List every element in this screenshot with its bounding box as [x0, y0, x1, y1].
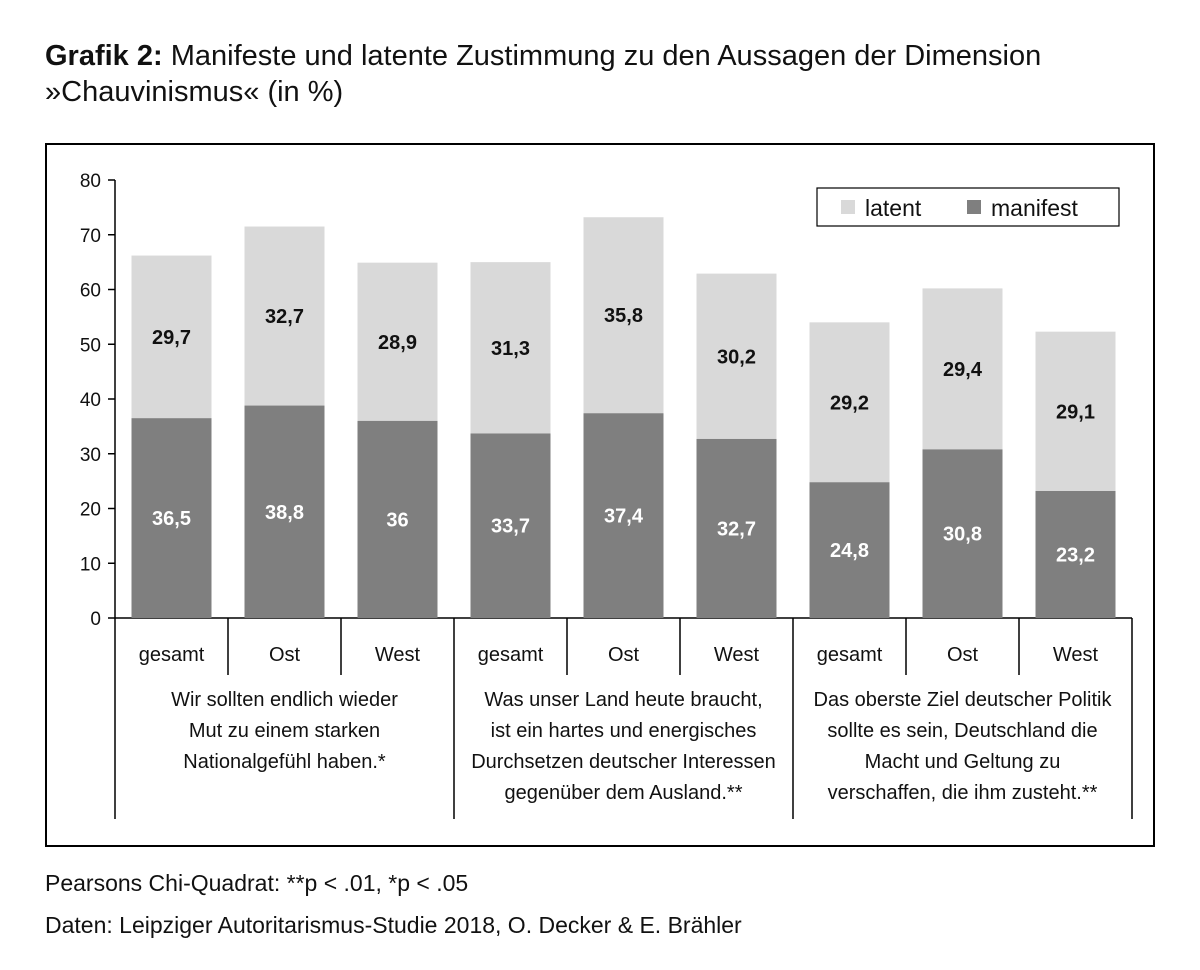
y-tick-label: 20 [80, 500, 101, 521]
y-tick-label: 0 [90, 609, 101, 630]
group-label-line: Nationalgefühl haben.* [183, 751, 386, 773]
data-label-manifest: 38,8 [265, 502, 304, 524]
group-label: Das oberste Ziel deutscher Politik sollte… [804, 685, 1122, 809]
bar-latent [470, 262, 551, 434]
data-label-manifest: 37,4 [604, 506, 644, 528]
y-tick-label: 40 [80, 390, 101, 411]
group-label: Was unser Land heute braucht, ist ein har… [465, 685, 783, 809]
bar-latent [131, 255, 212, 419]
chart-frame: 0 10 20 30 40 50 60 70 80 36,5 29,7 gesamt 38,8 32,7 O… [45, 143, 1155, 847]
bar-manifest [1035, 490, 1116, 618]
y-tick-label: 60 [80, 281, 101, 302]
bar-latent [922, 288, 1003, 450]
stacked-bar-chart: 0 10 20 30 40 50 60 70 80 36,5 29,7 gesamt 38,8 32,7 O… [80, 171, 1133, 819]
category-label: Ost [269, 644, 301, 666]
group-label: Wir sollten endlich wieder Mut zu einem s… [126, 685, 444, 778]
data-label-manifest: 32,7 [717, 518, 756, 540]
group-label-line: Macht und Geltung zu [864, 751, 1061, 773]
data-label-manifest: 23,2 [1056, 544, 1095, 566]
title-line-1: Manifeste und latente Zustimmung zu den … [170, 40, 1042, 72]
bar-latent [244, 226, 325, 406]
title-line-2: »Chauvinismus« (in %) [45, 76, 344, 108]
y-tick-label: 30 [80, 445, 101, 466]
title-prefix: Grafik 2: [45, 40, 163, 72]
data-label-manifest: 24,8 [830, 540, 869, 562]
data-label-manifest: 33,7 [491, 516, 530, 538]
legend-box [816, 187, 1120, 227]
group-label-line: Mut zu einem starken [188, 720, 381, 742]
source-note: Daten: Leipziger Autoritarismus-Studie 2… [45, 912, 742, 938]
group-label-line: sollte es sein, Deutschland die [827, 720, 1098, 742]
group-label-line: Durchsetzen deutscher Interessen [471, 751, 776, 773]
bar-manifest [696, 438, 777, 618]
legend-swatch-latent [841, 200, 855, 214]
category-label: gesamt [817, 644, 883, 666]
data-label-latent: 29,4 [943, 359, 983, 381]
legend-swatch-manifest [967, 200, 981, 214]
y-tick-label: 10 [80, 554, 101, 575]
y-tick-label: 80 [80, 171, 101, 192]
group-label-line: Was unser Land heute braucht, [484, 689, 763, 711]
category-label: Ost [947, 644, 979, 666]
legend-label-manifest: manifest [991, 195, 1079, 221]
group-label-line: gegenüber dem Ausland.** [504, 782, 743, 804]
significance-note: Pearsons Chi-Quadrat: **p < .01, *p < .0… [45, 870, 469, 896]
bar-manifest [131, 418, 212, 618]
data-label-latent: 29,2 [830, 392, 869, 414]
category-label: West [375, 644, 421, 666]
category-label: West [1053, 644, 1099, 666]
bar-manifest [809, 482, 890, 618]
data-label-latent: 31,3 [491, 338, 530, 360]
bar-manifest [922, 449, 1003, 618]
bar-latent [583, 217, 664, 414]
category-label: West [714, 644, 760, 666]
data-label-latent: 28,9 [378, 332, 417, 354]
group-label-line: ist ein hartes und energisches [490, 720, 757, 742]
data-label-latent: 29,1 [1056, 401, 1095, 423]
bar-latent [1035, 331, 1116, 491]
bar-latent [357, 262, 438, 421]
category-label: gesamt [139, 644, 205, 666]
chart-title: Grafik 2: Manifeste und latente Zustimmu… [45, 38, 1165, 110]
category-label: Ost [608, 644, 640, 666]
data-label-latent: 30,2 [717, 346, 756, 368]
bar-manifest [357, 420, 438, 618]
bar-latent [809, 322, 890, 483]
legend-label-latent: latent [865, 195, 922, 221]
data-label-latent: 32,7 [265, 306, 304, 328]
bar-manifest [583, 413, 664, 618]
bar-latent [696, 273, 777, 439]
bar-manifest [470, 433, 551, 618]
data-label-latent: 29,7 [152, 327, 191, 349]
data-label-latent: 35,8 [604, 305, 643, 327]
group-label-line: verschaffen, die ihm zusteht.** [827, 782, 1098, 804]
category-label: gesamt [478, 644, 544, 666]
group-label-line: Wir sollten endlich wieder [171, 689, 398, 711]
group-label-line: Das oberste Ziel deutscher Politik [813, 689, 1112, 711]
data-label-manifest: 36,5 [152, 508, 191, 530]
data-label-manifest: 30,8 [943, 524, 982, 546]
y-tick-label: 70 [80, 226, 101, 247]
y-tick-label: 50 [80, 335, 101, 356]
data-label-manifest: 36 [386, 509, 408, 531]
bar-manifest [244, 405, 325, 618]
